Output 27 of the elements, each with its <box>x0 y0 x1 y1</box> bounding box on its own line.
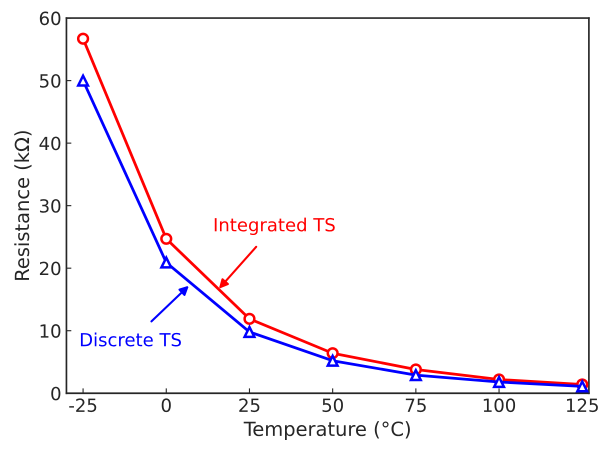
point <box>76 32 90 45</box>
point <box>76 74 90 87</box>
y-axis-title: Resistance (kΩ) <box>14 131 32 280</box>
y-tick-label: 50 <box>40 74 60 88</box>
y-tick-label: 30 <box>40 199 60 213</box>
point <box>326 354 339 367</box>
annotation: Integrated TS <box>214 218 335 236</box>
point <box>492 376 506 388</box>
point <box>160 256 172 269</box>
y-tick-label: 10 <box>40 324 60 338</box>
x-tick-label: 25 <box>239 398 260 412</box>
x-tick-label: 75 <box>406 398 426 412</box>
point <box>410 368 422 382</box>
y-tick-label: 40 <box>39 136 60 150</box>
y-tick-label: 0 <box>51 386 60 400</box>
x-tick-label: 0 <box>162 398 171 412</box>
x-tick-label: -25 <box>69 398 96 412</box>
point <box>243 312 256 325</box>
x-axis-title: Temperature (°C) <box>244 421 410 440</box>
point <box>243 326 256 338</box>
x-tick-label: 50 <box>322 398 343 412</box>
point <box>160 232 172 245</box>
y-tick-label: 60 <box>40 12 60 26</box>
annotation: Discrete TS <box>80 332 181 346</box>
y-tick-label: 20 <box>40 262 60 276</box>
x-tick-label: 100 <box>484 398 516 412</box>
x-tick-label: 125 <box>566 398 598 412</box>
